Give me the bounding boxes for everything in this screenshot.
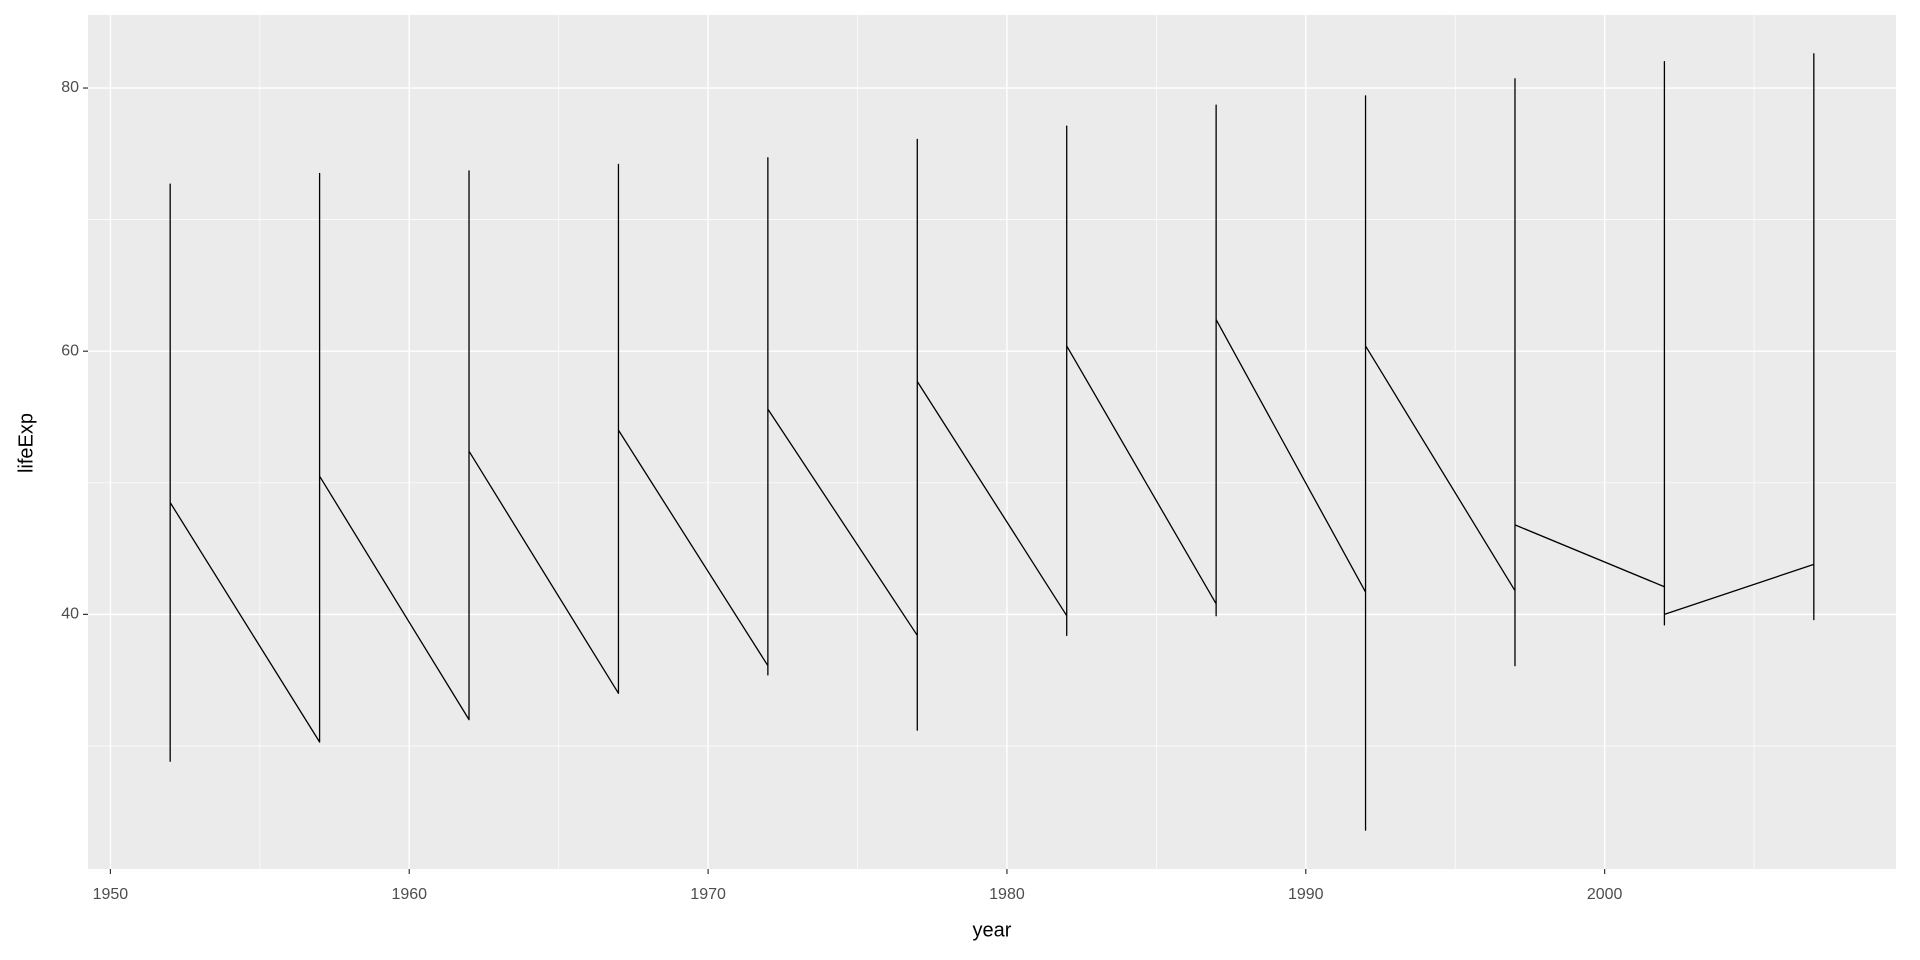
y-tick-label: 60 (61, 342, 79, 359)
x-tick-label: 1980 (989, 886, 1025, 903)
data-line (169, 53, 1815, 831)
x-tick-label: 1970 (690, 886, 726, 903)
y-tick-label: 40 (61, 606, 79, 623)
x-axis-title: year (973, 919, 1012, 941)
plot-panel (88, 15, 1896, 869)
y-tick-label: 80 (61, 79, 79, 96)
x-tick-label: 1950 (93, 886, 129, 903)
y-axis-title: lifeExp (15, 413, 37, 473)
x-tick-label: 2000 (1587, 886, 1623, 903)
x-tick-label: 1960 (391, 886, 427, 903)
x-tick-label: 1990 (1288, 886, 1324, 903)
